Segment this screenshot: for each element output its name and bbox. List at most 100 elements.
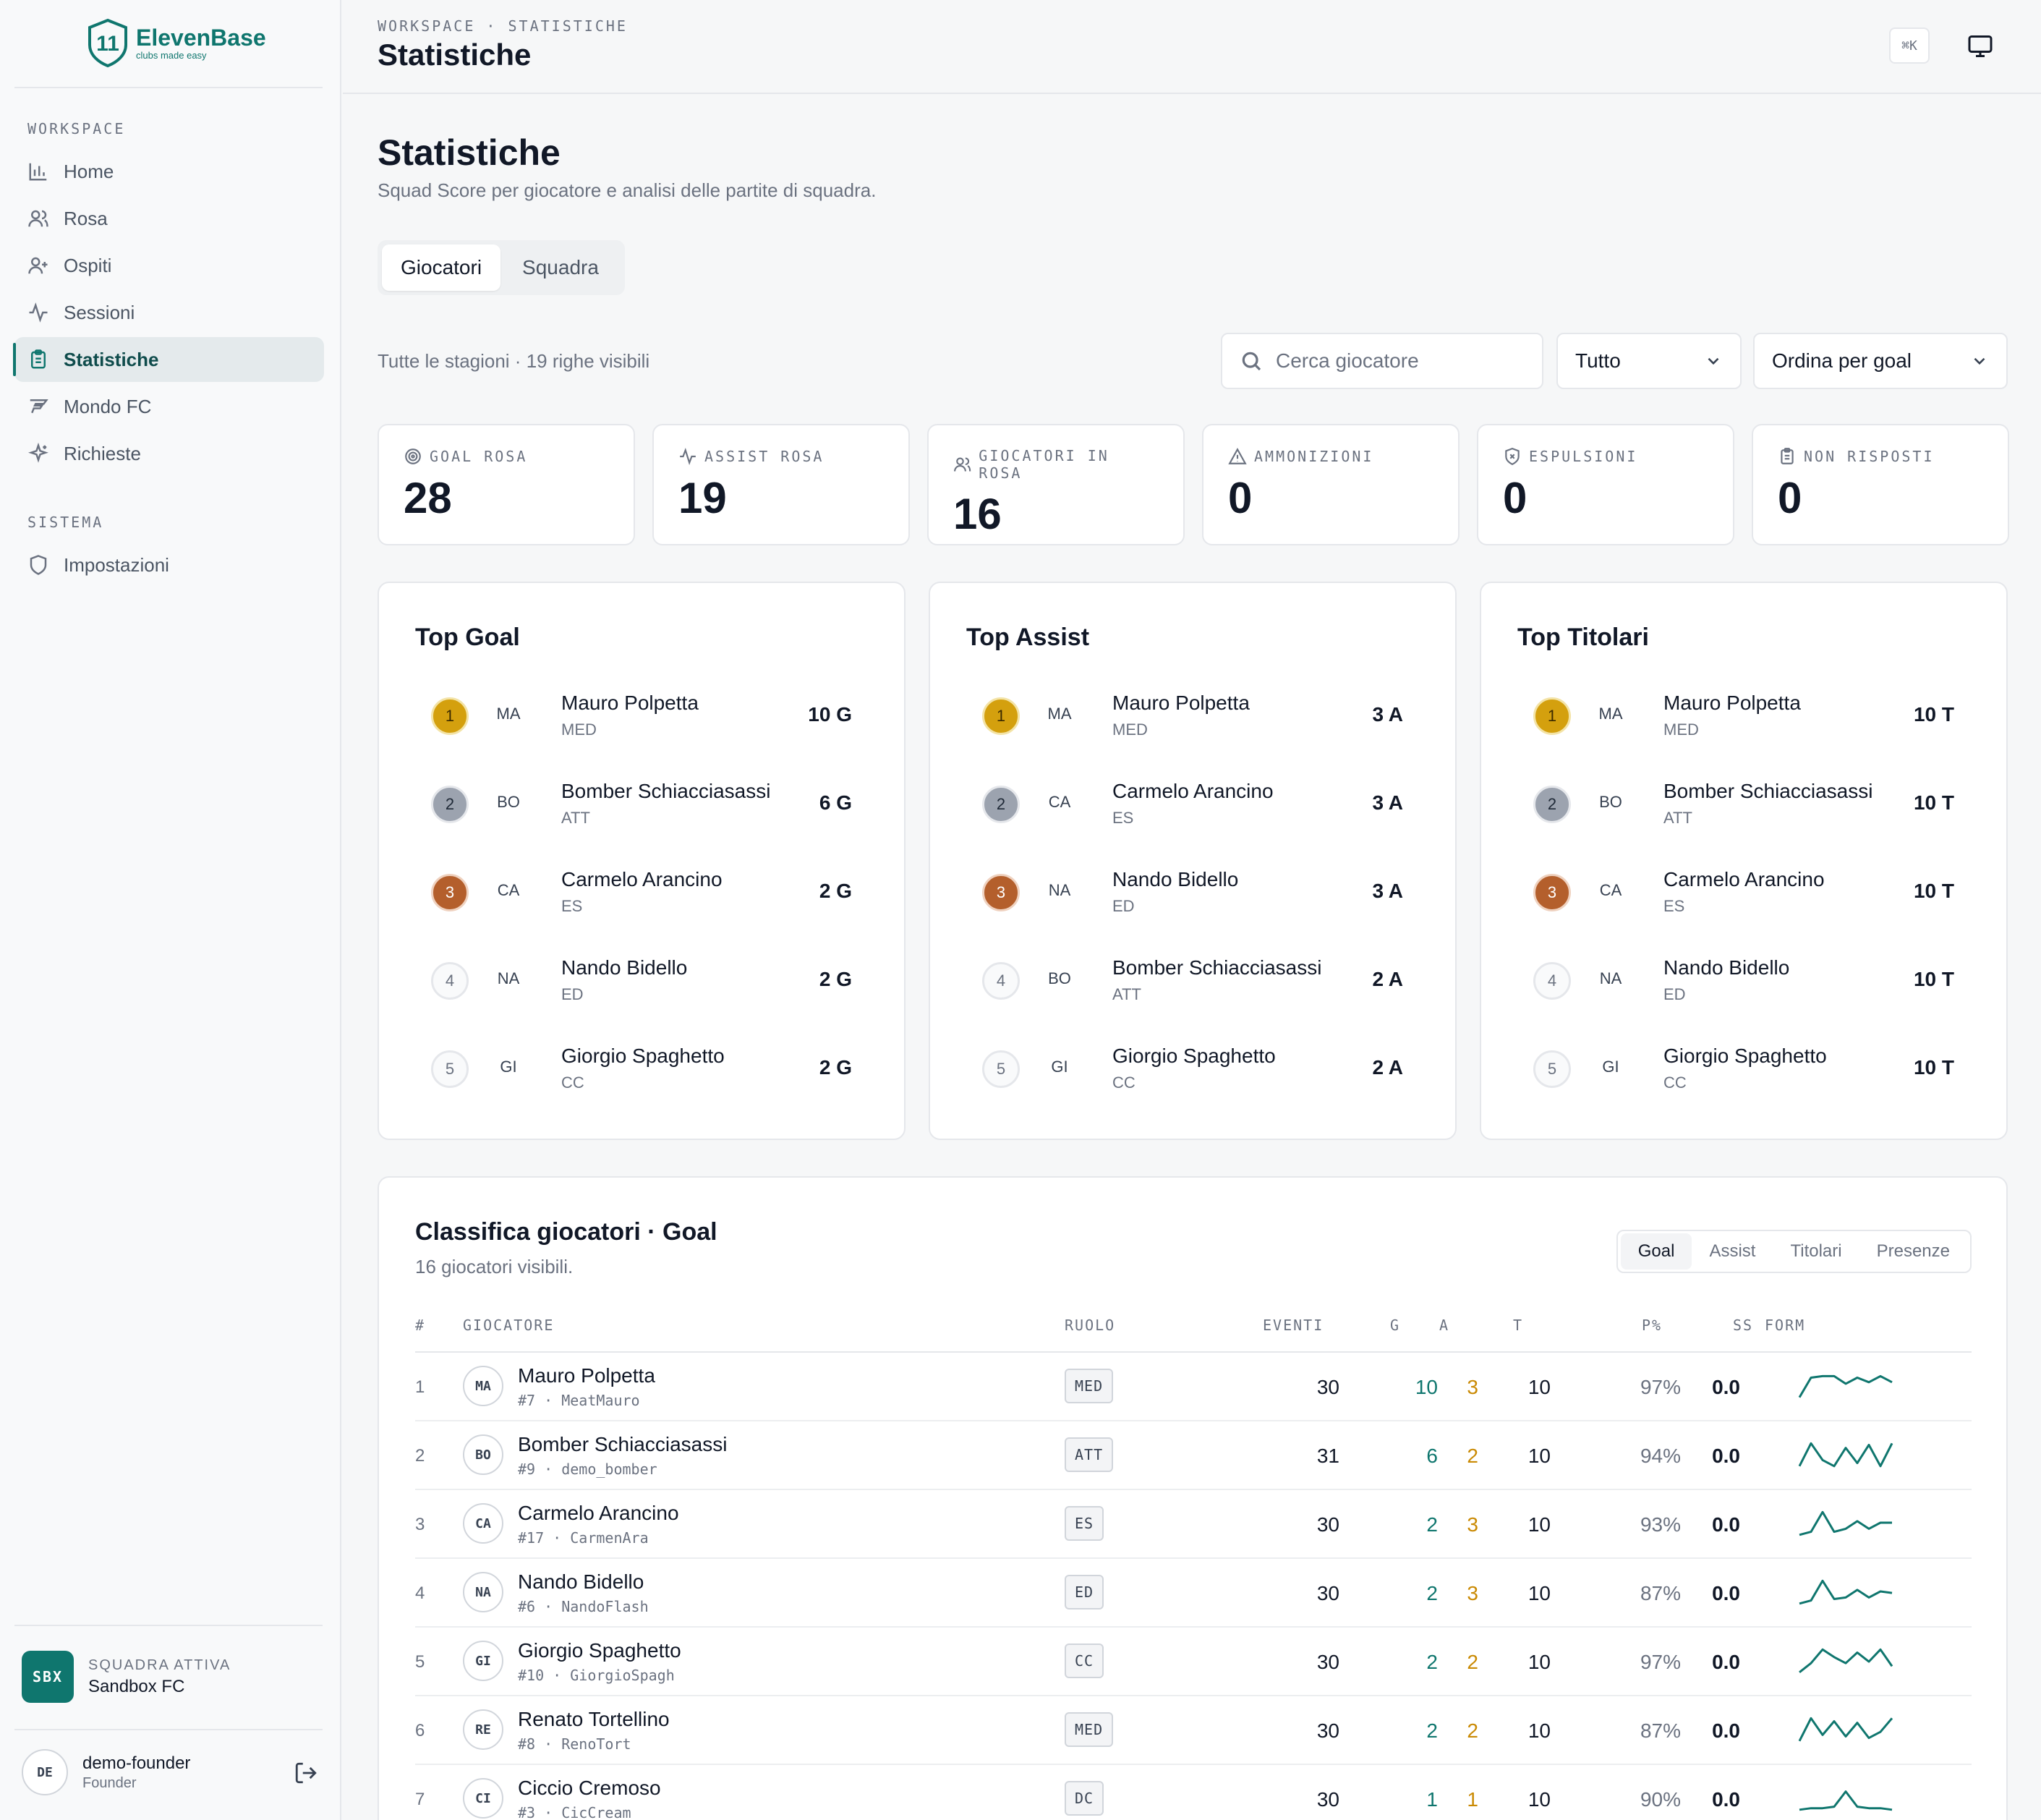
player-initials: CA — [497, 881, 520, 899]
player-role: ATT — [561, 809, 590, 827]
command-palette-button[interactable]: ⌘K — [1889, 27, 1930, 64]
list-item[interactable]: 5 GI Giorgio Spaghetto CC 10 T — [1481, 1032, 2006, 1104]
table-row[interactable]: 3 CA Carmelo Arancino #17 · CarmenAra ES 30 2 3… — [415, 1490, 1972, 1559]
player-initials: MA — [1047, 705, 1072, 723]
stat-value: 0 — [1778, 474, 1802, 522]
stat-label: NON RISPOSTI — [1778, 447, 1983, 466]
list-item[interactable]: 4 NA Nando Bidello ED 10 T — [1481, 943, 2006, 1016]
list-item[interactable]: 2 CA Carmelo Arancino ES 3 A — [930, 767, 1455, 839]
cell-goals: 1 — [1426, 1788, 1438, 1811]
sidebar-item-rosa[interactable]: Rosa — [14, 196, 324, 241]
sidebar-item-mondo-fc[interactable]: Mondo FC — [14, 384, 324, 429]
player-name: Giorgio Spaghetto — [1112, 1045, 1276, 1067]
table-row[interactable]: 5 GI Giorgio Spaghetto #10 · GiorgioSpagh CC… — [415, 1628, 1972, 1696]
table-row[interactable]: 1 MA Mauro Polpetta #7 · MeatMauro MED 30 10 3 1… — [415, 1353, 1972, 1421]
rank-badge: 4 — [1533, 962, 1571, 1000]
list-item[interactable]: 1 MA Mauro Polpetta MED 10 G — [379, 679, 904, 751]
avatar: NA — [463, 1572, 503, 1612]
sort-select[interactable]: Ordina per goal — [1753, 333, 2008, 389]
cell-events: 31 — [1316, 1445, 1339, 1467]
avatar: CI — [463, 1778, 503, 1819]
table-row[interactable]: 2 BO Bomber Schiacciasassi #9 · demo_bomber… — [415, 1421, 1972, 1490]
sidebar-item-richieste[interactable]: Richieste — [14, 431, 324, 476]
list-item[interactable]: 3 CA Carmelo Arancino ES 2 G — [379, 855, 904, 927]
user-plus-icon — [28, 257, 48, 274]
avatar: GI — [463, 1641, 503, 1681]
header-g[interactable]: G — [1390, 1317, 1401, 1334]
cell-idx: 3 — [415, 1515, 425, 1534]
list-item[interactable]: 4 NA Nando Bidello ED 2 G — [379, 943, 904, 1016]
header-events[interactable]: EVENTI — [1263, 1317, 1324, 1334]
cell-pct: 97% — [1640, 1651, 1681, 1673]
player-initials: MA — [496, 705, 521, 723]
tab-assist[interactable]: Assist — [1709, 1241, 1756, 1261]
table-row[interactable]: 6 RE Renato Tortellino #8 · RenoTort MED 30 2 2… — [415, 1696, 1972, 1765]
sidebar-item-sessioni[interactable]: Sessioni — [14, 290, 324, 335]
search-input[interactable]: Cerca giocatore — [1221, 333, 1543, 389]
stat-card-goal: GOAL ROSA 28 — [378, 424, 635, 545]
form-sparkline — [1798, 1374, 1893, 1398]
app-logo[interactable]: 11 ElevenBase clubs made easy — [85, 17, 266, 68]
rank-badge: 2 — [431, 786, 469, 823]
cell-player-meta: #9 · demo_bomber — [518, 1460, 657, 1478]
list-item[interactable]: 1 MA Mauro Polpetta MED 10 T — [1481, 679, 2006, 751]
list-item[interactable]: 5 GI Giorgio Spaghetto CC 2 G — [379, 1032, 904, 1104]
sidebar-divider — [14, 1625, 323, 1626]
list-item[interactable]: 3 CA Carmelo Arancino ES 10 T — [1481, 855, 2006, 927]
cell-assists: 2 — [1467, 1445, 1478, 1467]
tab-presenze[interactable]: Presenze — [1876, 1241, 1950, 1261]
user-profile[interactable]: DE demo-founder Founder — [22, 1749, 318, 1795]
role-badge: CC — [1065, 1643, 1104, 1678]
sidebar-item-impostazioni[interactable]: Impostazioni — [14, 543, 324, 587]
list-item[interactable]: 2 BO Bomber Schiacciasassi ATT 10 T — [1481, 767, 2006, 839]
list-item[interactable]: 4 BO Bomber Schiacciasassi ATT 2 A — [930, 943, 1455, 1016]
filter-select[interactable]: Tutto — [1556, 333, 1742, 389]
form-line — [1799, 1510, 1892, 1536]
player-role: MED — [561, 720, 597, 739]
section-sistema: SISTEMA — [27, 514, 104, 531]
cell-player-name: Ciccio Cremoso — [518, 1777, 661, 1799]
tab-giocatori[interactable]: Giocatori — [382, 244, 501, 291]
avatar: MA — [463, 1366, 503, 1406]
sidebar-item-statistiche[interactable]: Statistiche — [13, 337, 324, 382]
header-t[interactable]: T — [1513, 1317, 1524, 1334]
active-team[interactable]: SBX SQUADRA ATTIVA Sandbox FC — [22, 1651, 231, 1703]
stat-label: GIOCATORI IN ROSA — [953, 447, 1159, 482]
header-role[interactable]: RUOLO — [1065, 1317, 1116, 1334]
top-bar: WORKSPACE · STATISTICHE Statistiche ⌘K — [343, 0, 2041, 94]
header-player[interactable]: GIOCATORE — [463, 1317, 555, 1334]
clipboard-icon — [1781, 448, 1794, 464]
table-row[interactable]: 4 NA Nando Bidello #6 · NandoFlash ED 30 2 3 10 8… — [415, 1559, 1972, 1628]
monitor-icon[interactable] — [1967, 33, 1993, 59]
table-header-divider — [415, 1351, 1972, 1353]
sidebar-item-label: Home — [64, 160, 114, 182]
list-item[interactable]: 3 NA Nando Bidello ED 3 A — [930, 855, 1455, 927]
header-a[interactable]: A — [1439, 1317, 1450, 1334]
cell-events: 30 — [1316, 1651, 1339, 1673]
header-pct[interactable]: P% — [1642, 1317, 1663, 1334]
player-value: 10 T — [1913, 880, 1954, 902]
list-item[interactable]: 1 MA Mauro Polpetta MED 3 A — [930, 679, 1455, 751]
rank-badge: 3 — [982, 874, 1020, 911]
avatar: RE — [463, 1709, 503, 1750]
stat-label: ESPULSIONI — [1503, 447, 1708, 466]
stat-label-text: ASSIST ROSA — [704, 448, 825, 465]
list-item[interactable]: 5 GI Giorgio Spaghetto CC 2 A — [930, 1032, 1455, 1104]
tab-titolari[interactable]: Titolari — [1790, 1241, 1842, 1261]
player-role: ES — [1663, 897, 1685, 915]
stat-value: 28 — [404, 474, 452, 522]
tab-squadra[interactable]: Squadra — [522, 256, 599, 278]
tab-goal[interactable]: Goal — [1620, 1233, 1692, 1270]
cell-player-meta: #8 · RenoTort — [518, 1735, 631, 1753]
table-row[interactable]: 7 CI Ciccio Cremoso #3 · CicCream DC 30 1 1 10 90… — [415, 1765, 1972, 1820]
cell-events: 30 — [1316, 1513, 1339, 1536]
cell-player-meta: #17 · CarmenAra — [518, 1529, 649, 1547]
logout-icon[interactable] — [294, 1761, 318, 1785]
cell-squad-score: 0.0 — [1712, 1788, 1740, 1811]
stat-value: 16 — [953, 490, 1002, 538]
avatar: CA — [463, 1503, 503, 1544]
sidebar-item-home[interactable]: Home — [14, 149, 324, 194]
sidebar-item-ospiti[interactable]: Ospiti — [14, 243, 324, 288]
header-ss[interactable]: SS — [1733, 1317, 1754, 1334]
list-item[interactable]: 2 BO Bomber Schiacciasassi ATT 6 G — [379, 767, 904, 839]
